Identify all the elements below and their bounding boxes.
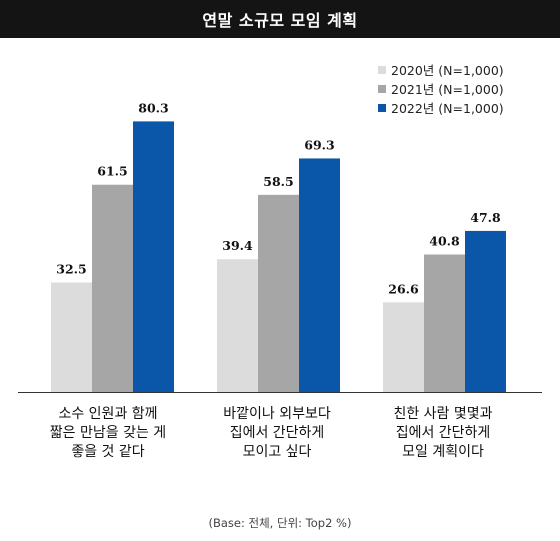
bar-2020-cat1 <box>51 282 92 392</box>
data-label-2020-cat3: 26.6 <box>388 281 419 296</box>
bar-2021-cat1 <box>92 184 133 392</box>
bar-chart: 32.5 39.4 26.6 61.5 58.5 40.8 80.3 69.3 47.8 <box>18 100 542 393</box>
footnote: (Base: 전체, 단위: Top2 %) <box>208 516 352 530</box>
bar-2021-cat2 <box>258 194 299 392</box>
bar-2021-cat3 <box>424 254 465 392</box>
legend-item-2021: 2021년 (N=1,000) <box>378 79 504 98</box>
legend-item-2022: 2022년 (N=1,000) <box>378 98 504 117</box>
bar-2020-cat3 <box>383 302 424 392</box>
data-label-2022-cat2: 69.3 <box>304 137 334 152</box>
legend-swatch-2021 <box>378 84 386 93</box>
legend-label-2021: 2021년 (N=1,000) <box>391 82 504 97</box>
bar-2022-cat2 <box>299 158 340 392</box>
bar-2020-cat2 <box>217 259 258 392</box>
bar-2022-cat3 <box>465 230 506 392</box>
legend-item-2020: 2020년 (N=1,000) <box>378 60 504 79</box>
category-label-small-gathering: 소수 인원과 함께 짧은 만남을 갖는 게 좋을 것 같다 <box>49 406 167 460</box>
data-label-2020-cat1: 32.5 <box>56 261 86 276</box>
data-label-2021-cat1: 61.5 <box>97 164 127 179</box>
legend-swatch-2022 <box>378 103 386 112</box>
data-label-2022-cat3: 47.8 <box>470 210 501 225</box>
bar-2022-cat1 <box>133 121 174 392</box>
legend-label-2022: 2022년 (N=1,000) <box>391 101 504 116</box>
legend: 2020년 (N=1,000) 2021년 (N=1,000) 2022년 (N… <box>378 60 504 117</box>
data-label-2022-cat1: 80.3 <box>138 100 168 115</box>
data-label-2021-cat3: 40.8 <box>429 234 460 249</box>
category-label-home-gathering: 바깥이나 외부보다 집에서 간단하게 모이고 싶다 <box>223 406 331 460</box>
data-label-2020-cat2: 39.4 <box>222 238 253 253</box>
chart-title-bar: 연말 소규모 모임 계획 <box>0 0 560 38</box>
data-label-2021-cat2: 58.5 <box>263 174 293 189</box>
legend-label-2020: 2020년 (N=1,000) <box>391 63 504 78</box>
chart-title: 연말 소규모 모임 계획 <box>202 11 358 30</box>
category-label-friends-at-home: 친한 사람 몇몇과 집에서 간단하게 모일 계획이다 <box>393 406 493 460</box>
legend-swatch-2020 <box>378 65 386 74</box>
